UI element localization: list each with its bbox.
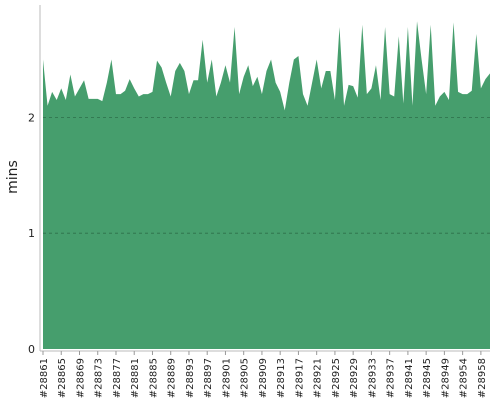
x-tick-label: #28958 — [477, 358, 488, 398]
x-tick-label: #28909 — [258, 358, 269, 398]
x-tick-label: #28941 — [404, 358, 415, 398]
x-tick-label: #28917 — [294, 358, 305, 398]
y-tick-label: 1 — [28, 227, 35, 240]
x-tick-label: #28929 — [349, 358, 360, 398]
x-tick-label: #28885 — [148, 358, 159, 398]
x-tick-label: #28897 — [203, 358, 214, 398]
x-tick-label: #28925 — [331, 358, 342, 398]
x-tick-label: #28873 — [94, 358, 105, 398]
x-tick-label: #28933 — [367, 358, 378, 398]
x-tick-label: #28905 — [240, 358, 251, 398]
x-tick-label: #28954 — [459, 358, 470, 398]
y-tick-label: 2 — [28, 111, 35, 124]
x-tick-label: #28949 — [440, 358, 451, 398]
x-tick-label: #28937 — [386, 358, 397, 398]
x-tick-label: #28877 — [112, 358, 123, 398]
y-tick-label: 0 — [28, 343, 35, 356]
x-tick-label: #28901 — [221, 358, 232, 398]
x-tick-label: #28889 — [167, 358, 178, 398]
x-tick-label: #28921 — [313, 358, 324, 398]
x-tick-label: #28893 — [185, 358, 196, 398]
x-tick-label: #28861 — [39, 358, 50, 398]
area — [43, 21, 490, 350]
x-tick-label: #28865 — [57, 358, 68, 398]
x-tick-label: #28881 — [130, 358, 141, 398]
x-tick-label: #28913 — [276, 358, 287, 398]
x-tick-label: #28869 — [75, 358, 86, 398]
x-tick-label: #28945 — [422, 358, 433, 398]
y-axis-label: mins — [5, 160, 21, 194]
